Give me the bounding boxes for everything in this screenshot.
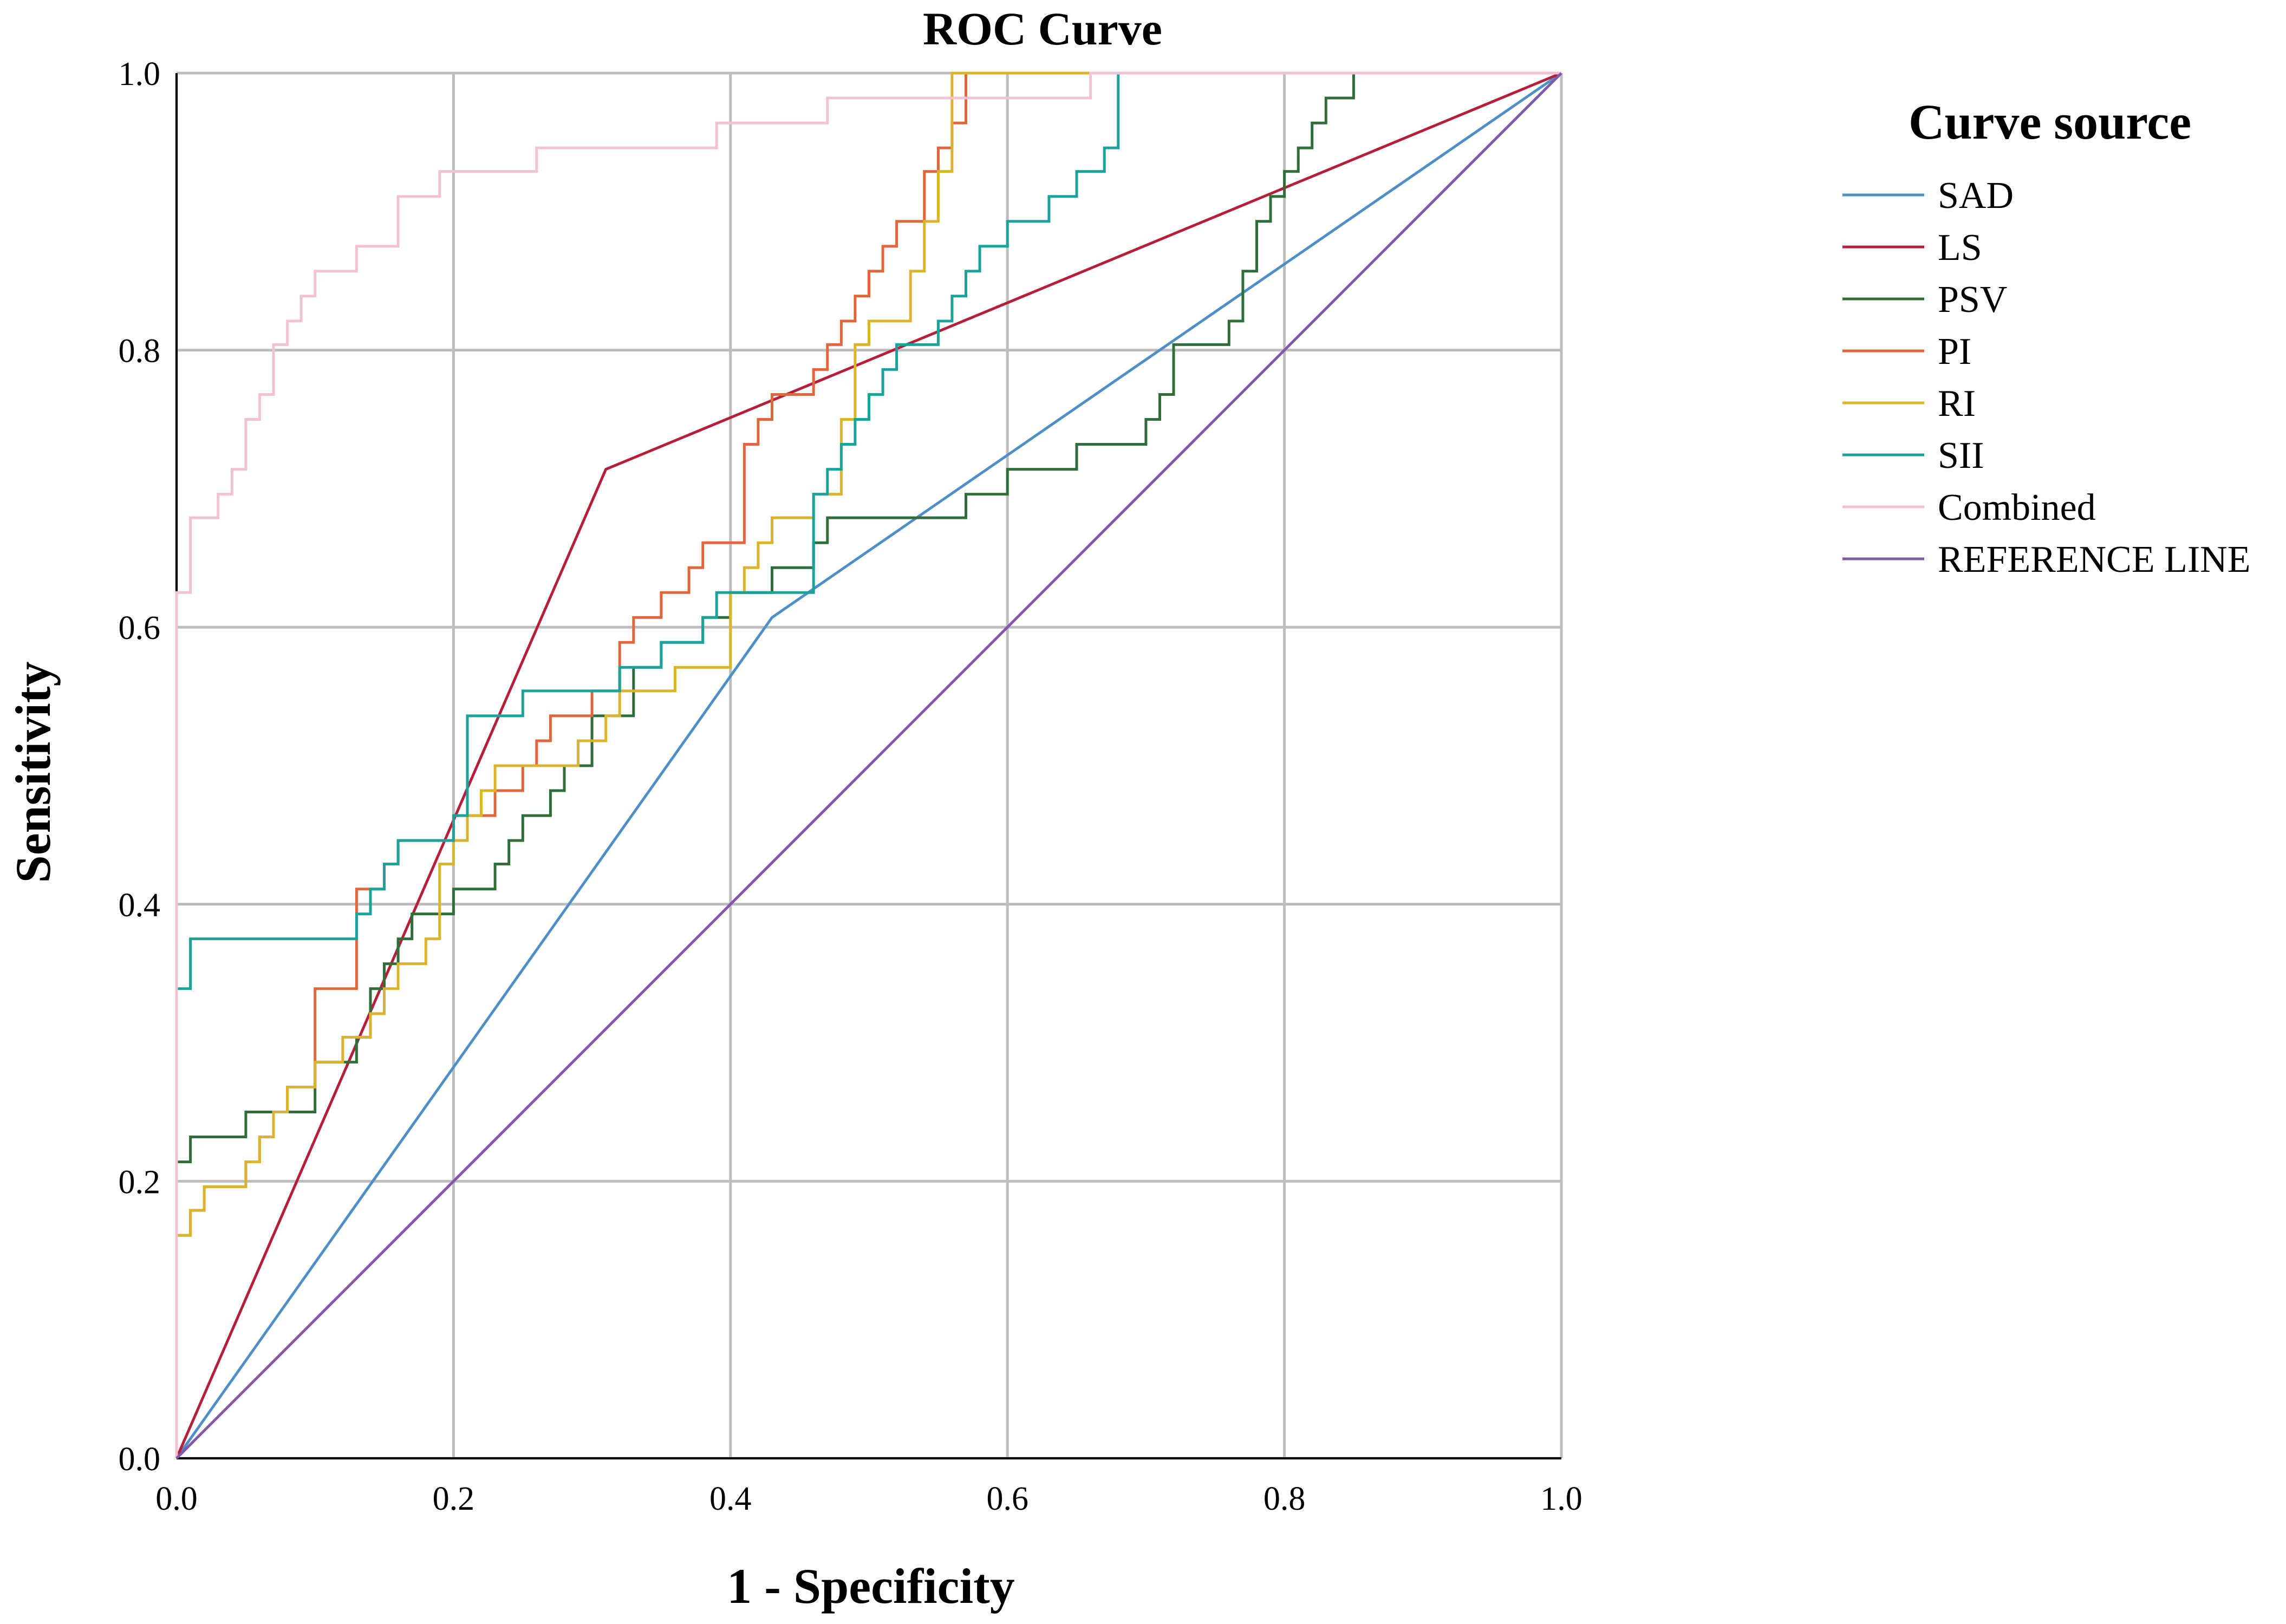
legend-label-sii: SII xyxy=(1938,435,1984,477)
x-tick-label: 0.4 xyxy=(709,1480,752,1517)
series-line-sii xyxy=(175,71,1132,1458)
grid xyxy=(175,71,1563,1460)
legend-label-sad: SAD xyxy=(1938,175,2014,217)
y-axis-label: Sensitivity xyxy=(5,662,61,883)
x-tick-label: 0.8 xyxy=(1264,1480,1306,1517)
legend-label-psv: PSV xyxy=(1938,279,2007,321)
series-line-combined xyxy=(175,71,1561,1458)
x-tick-label: 0.6 xyxy=(986,1480,1028,1517)
legend: SAD LS PSV PI RI SII Combined REFERENCE LINE xyxy=(1842,175,2250,581)
y-tick-label: 0.0 xyxy=(119,1441,161,1478)
x-tick-label: 1.0 xyxy=(1540,1480,1582,1517)
chart-title: ROC Curve xyxy=(923,3,1162,55)
series-line-ri xyxy=(175,71,1091,1458)
x-tick-label: 0.2 xyxy=(433,1480,475,1517)
legend-label-combined: Combined xyxy=(1938,487,2096,529)
series-line-reference-line xyxy=(175,72,1562,1459)
y-tick-label: 1.0 xyxy=(119,56,161,93)
x-tick-label: 0.0 xyxy=(155,1480,198,1517)
y-tick-label: 0.6 xyxy=(119,610,161,647)
legend-label-reference-line: REFERENCE LINE xyxy=(1938,539,2250,581)
y-tick-label: 0.2 xyxy=(119,1164,161,1201)
legend-label-pi: PI xyxy=(1938,331,1971,373)
y-tick-label: 0.4 xyxy=(119,887,161,924)
y-tick-label: 0.8 xyxy=(119,333,161,370)
tick-labels: 0.0 0.2 0.4 0.6 0.8 1.0 0.0 0.2 0.4 0.6 0.8 1.0 xyxy=(119,56,1582,1517)
series-line-sad xyxy=(175,71,1562,1459)
legend-label-ls: LS xyxy=(1938,227,1982,269)
series-line-ls xyxy=(175,71,1562,1459)
legend-title: Curve source xyxy=(1909,94,2191,149)
series-lines xyxy=(175,71,1562,1459)
legend-label-ri: RI xyxy=(1938,383,1976,425)
x-axis-label: 1 - Specificity xyxy=(727,1558,1014,1614)
